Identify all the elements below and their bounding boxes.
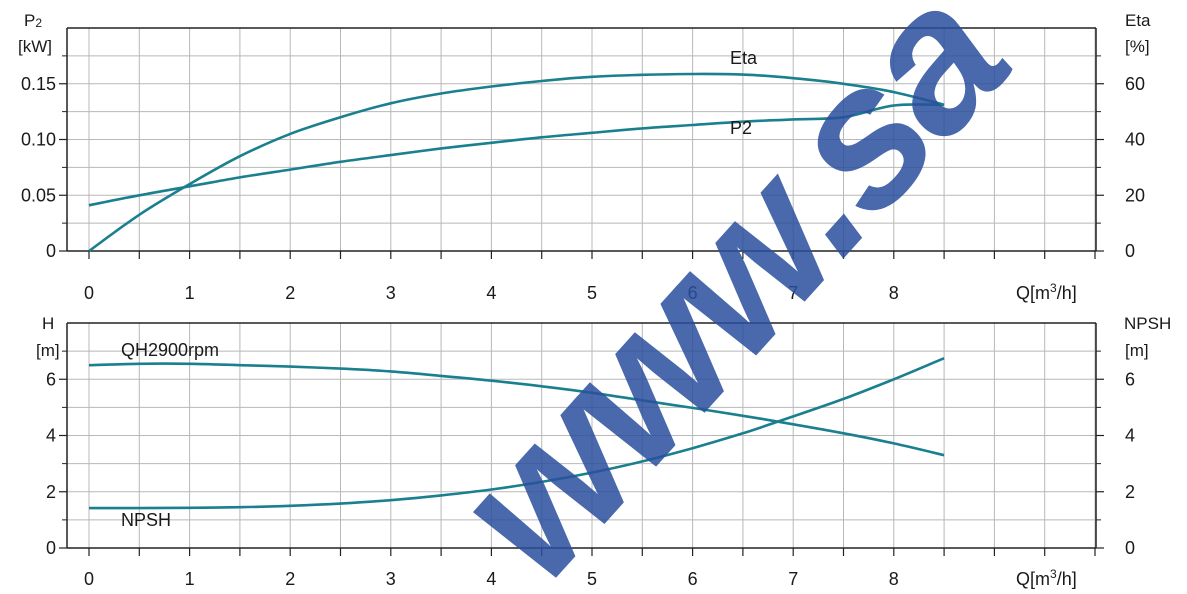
x-tick-label: 5 bbox=[587, 283, 597, 303]
x-tick-label: 8 bbox=[889, 569, 899, 589]
series-line-qh2900rpm bbox=[88, 362, 945, 457]
left-axis-unit: [m] bbox=[36, 341, 60, 360]
x-tick-label: 2 bbox=[285, 569, 295, 589]
left-axis-unit: [kW] bbox=[18, 37, 52, 56]
left-tick-label: 0.10 bbox=[21, 130, 56, 150]
series-label-p2: P2 bbox=[730, 118, 752, 138]
x-axis-label: Q[m3/h] bbox=[1016, 281, 1077, 303]
chart-panel-2: 0 1 2 3 4 5 6 7 8 Q[m3/h] 0 2 4 6 0 2 4 6 H [m] NPSH [m] QH290… bbox=[36, 314, 1171, 589]
series-label-eta: Eta bbox=[730, 48, 758, 68]
right-tick-label: 2 bbox=[1125, 482, 1135, 502]
left-tick-label: 0.15 bbox=[21, 74, 56, 94]
left-axis-title: H bbox=[42, 314, 54, 333]
x-axis-label: Q[m3/h] bbox=[1016, 567, 1077, 589]
left-tick-label: 6 bbox=[46, 369, 56, 389]
left-tick-label: 0.05 bbox=[21, 185, 56, 205]
x-tick-label: 0 bbox=[84, 569, 94, 589]
x-tick-label: 4 bbox=[486, 283, 496, 303]
x-tick-label: 3 bbox=[386, 283, 396, 303]
x-tick-label: 0 bbox=[84, 283, 94, 303]
left-tick-label: 0 bbox=[46, 538, 56, 558]
series-line-p2 bbox=[88, 103, 945, 207]
right-tick-label: 20 bbox=[1125, 185, 1145, 205]
right-tick-label: 0 bbox=[1125, 241, 1135, 261]
right-axis-title: NPSH bbox=[1124, 314, 1171, 333]
x-tick-label: 1 bbox=[185, 283, 195, 303]
x-tick-label: 4 bbox=[486, 569, 496, 589]
series-line-eta bbox=[88, 72, 945, 253]
x-tick-label: 5 bbox=[587, 569, 597, 589]
left-tick-label: 0 bbox=[46, 241, 56, 261]
left-axis-title: P2 bbox=[24, 11, 42, 30]
right-tick-label: 60 bbox=[1125, 74, 1145, 94]
x-tick-label: 8 bbox=[889, 283, 899, 303]
x-tick-label: 1 bbox=[185, 569, 195, 589]
chart-panel-1: 0 1 2 3 4 5 6 7 8 Q[m3/h] 0 0.05 0.10 0.15 0 20 40 60 P2 [k… bbox=[18, 11, 1151, 303]
right-tick-label: 40 bbox=[1125, 130, 1145, 150]
right-tick-label: 4 bbox=[1125, 426, 1135, 446]
series-line-npsh bbox=[88, 357, 945, 510]
left-tick-label: 2 bbox=[46, 482, 56, 502]
x-tick-label: 3 bbox=[386, 569, 396, 589]
right-axis-unit: [%] bbox=[1125, 37, 1150, 56]
x-tick-label: 6 bbox=[688, 569, 698, 589]
x-tick-label: 6 bbox=[688, 283, 698, 303]
left-tick-label: 4 bbox=[46, 426, 56, 446]
x-tick-label: 7 bbox=[788, 569, 798, 589]
right-axis-title: Eta bbox=[1125, 11, 1151, 30]
watermark-text: www.sa bbox=[411, 0, 1047, 594]
x-tick-label: 7 bbox=[788, 283, 798, 303]
right-axis-unit: [m] bbox=[1125, 341, 1149, 360]
right-tick-label: 6 bbox=[1125, 369, 1135, 389]
series-label-npsh: NPSH bbox=[121, 510, 171, 530]
x-tick-label: 2 bbox=[285, 283, 295, 303]
series-label-qh2900rpm: QH2900rpm bbox=[121, 340, 219, 360]
right-tick-label: 0 bbox=[1125, 538, 1135, 558]
